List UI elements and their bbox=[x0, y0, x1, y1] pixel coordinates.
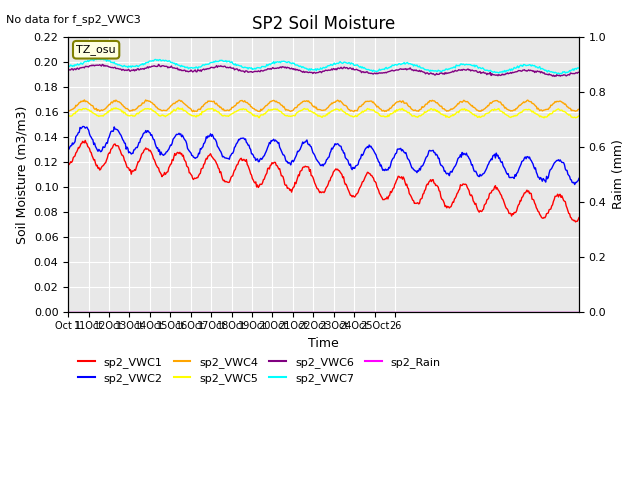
X-axis label: Time: Time bbox=[308, 337, 339, 350]
Text: No data for f_sp2_VWC3: No data for f_sp2_VWC3 bbox=[6, 14, 141, 25]
Y-axis label: Raim (mm): Raim (mm) bbox=[612, 140, 625, 209]
Title: SP2 Soil Moisture: SP2 Soil Moisture bbox=[252, 15, 395, 33]
Legend: sp2_VWC1, sp2_VWC2, sp2_VWC4, sp2_VWC5, sp2_VWC6, sp2_VWC7, sp2_Rain: sp2_VWC1, sp2_VWC2, sp2_VWC4, sp2_VWC5, … bbox=[74, 352, 445, 388]
Y-axis label: Soil Moisture (m3/m3): Soil Moisture (m3/m3) bbox=[15, 105, 28, 244]
Text: TZ_osu: TZ_osu bbox=[76, 44, 116, 55]
